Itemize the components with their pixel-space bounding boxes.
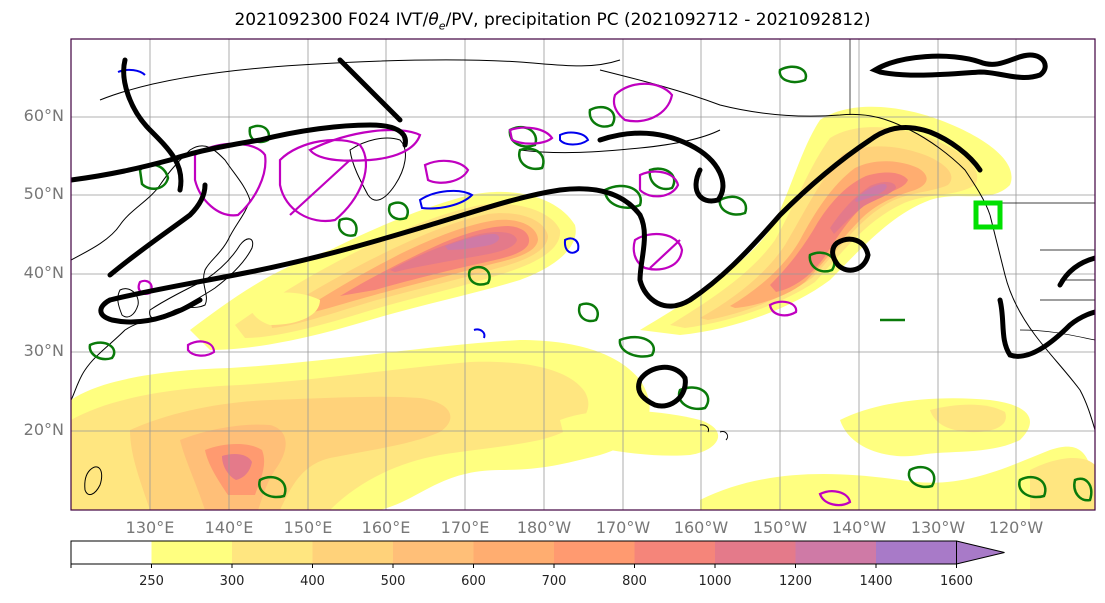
colorbar-tick-label: 1200: [778, 574, 813, 589]
lon-label-130w: 130°W: [910, 518, 966, 537]
colorbar-swatch: [634, 541, 716, 564]
title-theta-sub: e: [438, 19, 446, 33]
ivt-contour-250: [700, 446, 1095, 510]
colorbar-tick-label: 250: [139, 574, 164, 589]
colorbar-swatch: [393, 541, 474, 564]
lon-label-170e: 170°E: [440, 518, 490, 537]
location-marker: [973, 200, 1003, 230]
colorbar-tick-label: 500: [380, 574, 406, 589]
colorbar-swatch: [876, 541, 957, 564]
coastline-alaska: [599, 69, 991, 216]
lat-label-30n: 30°N: [23, 341, 64, 360]
lat-label-60n: 60°N: [23, 106, 64, 125]
lon-label-180w: 180°W: [516, 518, 572, 537]
lat-label-40n: 40°N: [23, 263, 64, 282]
lon-label-140w: 140°W: [831, 518, 887, 537]
colorbar-tick-label: 1000: [698, 574, 732, 589]
colorbar-swatch: [715, 541, 796, 564]
colorbar: [70, 540, 1005, 568]
coastline-hawaii: [699, 424, 729, 441]
ivt-band-misc: [249, 292, 1095, 510]
ivt-shading: [71, 106, 1095, 510]
colorbar-swatch: [71, 541, 152, 564]
colorbar-tick-label: 300: [219, 574, 245, 589]
coastlines: [71, 59, 1095, 496]
title-suffix: /PV, precipitation PC (2021092712 - 2021…: [445, 10, 871, 30]
colorbar-tick-label: 1400: [859, 574, 893, 589]
ivt-contour-1000: [222, 454, 252, 480]
colorbar-swatch: [312, 541, 394, 564]
colorbar-extend-arrow: [956, 540, 1005, 565]
colorbar-tick-label: 700: [541, 574, 567, 589]
lon-label-150e: 150°E: [283, 518, 333, 537]
ivt-contour-1200: [855, 184, 887, 202]
coastline-na-west: [989, 214, 1095, 431]
ivt-contour-250: [560, 410, 719, 456]
lon-label-160w: 160°W: [673, 518, 729, 537]
colorbar-swatch: [232, 541, 313, 564]
ivt-contour-700: [770, 172, 908, 292]
colorbar-outline: [70, 540, 957, 565]
colorbar-swatch: [554, 541, 635, 564]
coastline-philippines: [84, 466, 103, 496]
colorbar-tick-label: 600: [461, 574, 486, 589]
lon-label-140e: 140°E: [204, 518, 254, 537]
lon-label-170w: 170°W: [595, 518, 651, 537]
ivt-band-east: [640, 106, 1012, 335]
ivt-contour-1200: [445, 234, 500, 250]
coastline-kamchatka: [349, 137, 406, 201]
colorbar-swatch: [473, 541, 555, 564]
lon-label-160e: 160°E: [361, 518, 411, 537]
lon-label-120w: 120°W: [988, 518, 1044, 537]
lon-label-130e: 130°E: [125, 518, 175, 537]
chart-title: 2021092300 F024 IVT/θe/PV, precipitation…: [0, 10, 1105, 32]
coastline-aleutians: [519, 129, 721, 154]
colorbar-tick-label: 1600: [939, 574, 974, 589]
coastline-korea: [117, 288, 139, 318]
title-prefix: 2021092300 F024 IVT/: [234, 10, 429, 30]
map-frame: [70, 38, 1096, 511]
lon-label-150w: 150°W: [752, 518, 808, 537]
colorbar-tick-label: 400: [300, 574, 325, 589]
lat-label-50n: 50°N: [23, 184, 64, 203]
pv-negative-contours: [117, 68, 590, 339]
colorbar-swatch: [151, 541, 233, 564]
ivt-contour-250: [249, 292, 320, 325]
ivt-contour-300: [1030, 458, 1095, 510]
lat-label-20n: 20°N: [23, 420, 64, 439]
colorbar-swatch: [795, 541, 877, 564]
colorbar-tick-label: 800: [622, 574, 647, 589]
theta-e-contours: [71, 52, 1095, 409]
coastline-siberia: [99, 59, 621, 101]
title-theta: θ: [428, 10, 439, 30]
ivt-contour-300: [930, 404, 1006, 433]
coastline-asia: [71, 145, 251, 401]
